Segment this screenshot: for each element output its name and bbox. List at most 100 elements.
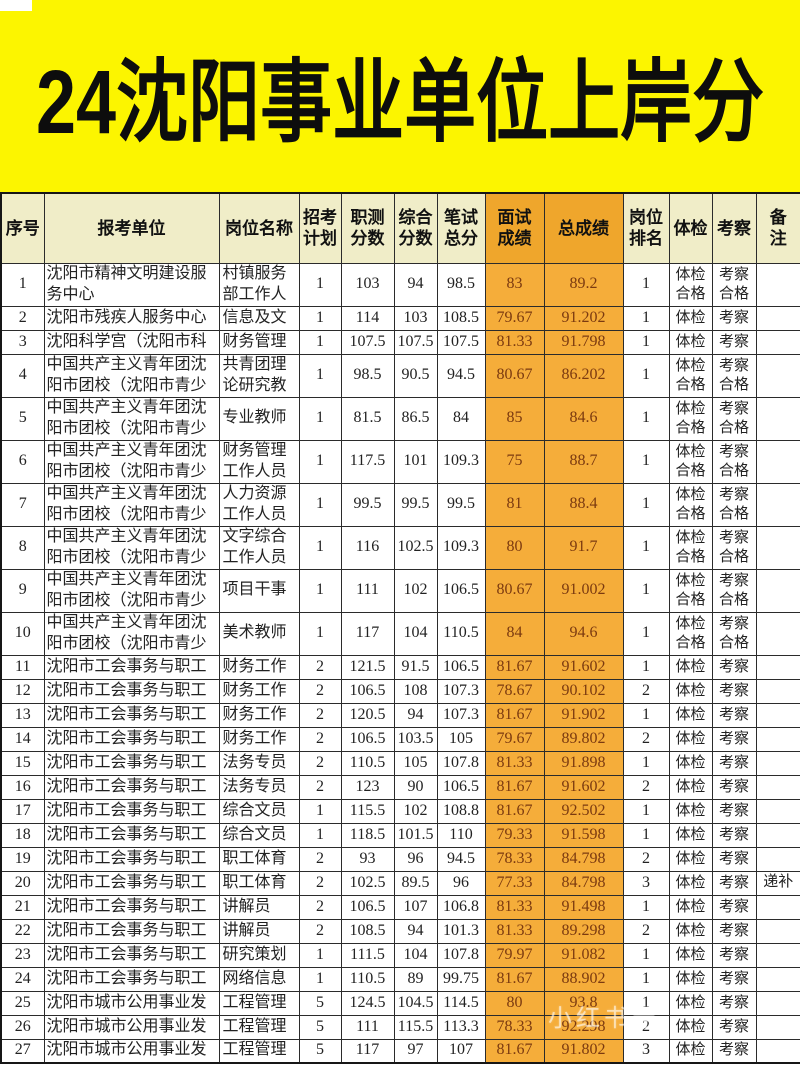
cell-tijian: 体检合格	[668, 482, 713, 527]
table-row: 12 沈阳市工会事务与职工 财务工作 2 106.5 108 107.3 78.…	[0, 678, 800, 704]
cell-unit: 沈阳市工会事务与职工	[43, 846, 220, 872]
cell-zonghe: 97	[393, 1038, 438, 1064]
cell-mianshi: 81	[484, 482, 545, 527]
cell-zonghe: 101.5	[393, 822, 438, 848]
cell-bishi: 94.5	[436, 846, 486, 872]
cell-tijian: 体检	[668, 942, 713, 968]
cell-total: 91.898	[543, 750, 624, 776]
cell-tijian: 体检	[668, 678, 713, 704]
cell-total: 86.202	[543, 353, 624, 398]
cell-zonghe: 115.5	[393, 1014, 438, 1040]
cell-bishi: 109.3	[436, 525, 486, 570]
cell-zhice: 111.5	[340, 942, 395, 968]
table-row: 16 沈阳市工会事务与职工 法务专员 2 123 90 106.5 81.67 …	[0, 774, 800, 800]
table-row: 4 中国共产主义青年团沈阳市团校（沈阳市青少 共青团理论研究教 1 98.5 9…	[0, 353, 800, 398]
cell-kaocha: 考察合格	[711, 262, 757, 307]
cell-total: 91.602	[543, 774, 624, 800]
cell-mianshi: 81.33	[484, 894, 545, 920]
cell-no: 13	[0, 702, 45, 728]
cell-plan: 2	[298, 918, 342, 944]
cell-kaocha: 考察	[711, 1038, 757, 1064]
cell-total: 89.802	[543, 726, 624, 752]
cell-bishi: 108.5	[436, 305, 486, 331]
cell-mianshi: 78.33	[484, 1014, 545, 1040]
cell-tijian: 体检合格	[668, 262, 713, 307]
cell-post: 研究策划	[218, 942, 300, 968]
cell-zhice: 98.5	[340, 353, 395, 398]
header-bishi: 笔试 总分	[436, 192, 486, 264]
cell-no: 24	[0, 966, 45, 992]
cell-no: 5	[0, 396, 45, 441]
cell-post: 综合文员	[218, 798, 300, 824]
cell-zhice: 110.5	[340, 750, 395, 776]
cell-remark	[755, 798, 800, 824]
cell-rank: 1	[622, 525, 670, 570]
cell-kaocha: 考察合格	[711, 611, 757, 656]
cell-plan: 1	[298, 305, 342, 331]
cell-bishi: 107	[436, 1038, 486, 1064]
table-header: 序号 报考单位 岗位名称 招考 计划 职测 分数 综合 分数 笔试 总分 面试 …	[0, 192, 800, 264]
cell-plan: 1	[298, 942, 342, 968]
cell-zonghe: 102.5	[393, 525, 438, 570]
cell-total: 91.902	[543, 702, 624, 728]
cell-kaocha: 考察	[711, 966, 757, 992]
cell-no: 27	[0, 1038, 45, 1064]
cell-remark	[755, 774, 800, 800]
cell-no: 3	[0, 329, 45, 355]
cell-mianshi: 85	[484, 396, 545, 441]
cell-tijian: 体检	[668, 1014, 713, 1040]
cell-bishi: 105	[436, 726, 486, 752]
table-row: 13 沈阳市工会事务与职工 财务工作 2 120.5 94 107.3 81.6…	[0, 702, 800, 728]
cell-kaocha: 考察	[711, 774, 757, 800]
cell-mianshi: 81.67	[484, 1038, 545, 1064]
cell-rank: 1	[622, 568, 670, 613]
cell-plan: 2	[298, 726, 342, 752]
cell-zonghe: 101	[393, 439, 438, 484]
cell-unit: 沈阳市工会事务与职工	[43, 750, 220, 776]
cell-post: 美术教师	[218, 611, 300, 656]
cell-kaocha: 考察	[711, 305, 757, 331]
cell-zonghe: 107	[393, 894, 438, 920]
cell-mianshi: 81.67	[484, 798, 545, 824]
cell-remark	[755, 1014, 800, 1040]
cell-no: 25	[0, 990, 45, 1016]
cell-remark	[755, 918, 800, 944]
cell-plan: 2	[298, 702, 342, 728]
table-row: 17 沈阳市工会事务与职工 综合文员 1 115.5 102 108.8 81.…	[0, 798, 800, 824]
cell-zonghe: 90.5	[393, 353, 438, 398]
cell-post: 人力资源工作人员	[218, 482, 300, 527]
cell-unit: 中国共产主义青年团沈阳市团校（沈阳市青少	[43, 525, 220, 570]
cell-post: 文字综合工作人员	[218, 525, 300, 570]
table-row: 18 沈阳市工会事务与职工 综合文员 1 118.5 101.5 110 79.…	[0, 822, 800, 848]
cell-post: 工程管理	[218, 1014, 300, 1040]
cell-zhice: 118.5	[340, 822, 395, 848]
cell-remark	[755, 353, 800, 398]
cell-rank: 2	[622, 1014, 670, 1040]
cell-no: 10	[0, 611, 45, 656]
cell-rank: 1	[622, 262, 670, 307]
cell-post: 专业教师	[218, 396, 300, 441]
header-plan: 招考 计划	[298, 192, 342, 264]
cell-unit: 沈阳市工会事务与职工	[43, 654, 220, 680]
cell-plan: 2	[298, 774, 342, 800]
cell-zhice: 111	[340, 1014, 395, 1040]
cell-plan: 1	[298, 329, 342, 355]
cell-kaocha: 考察	[711, 846, 757, 872]
cell-kaocha: 考察	[711, 1014, 757, 1040]
cell-zonghe: 103.5	[393, 726, 438, 752]
cell-rank: 3	[622, 870, 670, 896]
cell-tijian: 体检	[668, 918, 713, 944]
table-row: 22 沈阳市工会事务与职工 讲解员 2 108.5 94 101.3 81.33…	[0, 918, 800, 944]
cell-plan: 2	[298, 870, 342, 896]
cell-zhice: 120.5	[340, 702, 395, 728]
table-row: 25 沈阳市城市公用事业发 工程管理 5 124.5 104.5 114.5 8…	[0, 990, 800, 1016]
scores-table: 序号 报考单位 岗位名称 招考 计划 职测 分数 综合 分数 笔试 总分 面试 …	[0, 192, 800, 1064]
cell-bishi: 106.5	[436, 568, 486, 613]
cell-zhice: 103	[340, 262, 395, 307]
cell-total: 84.6	[543, 396, 624, 441]
cell-bishi: 107.8	[436, 942, 486, 968]
cell-post: 综合文员	[218, 822, 300, 848]
cell-total: 91.002	[543, 568, 624, 613]
header-zhice: 职测 分数	[340, 192, 395, 264]
cell-bishi: 94.5	[436, 353, 486, 398]
